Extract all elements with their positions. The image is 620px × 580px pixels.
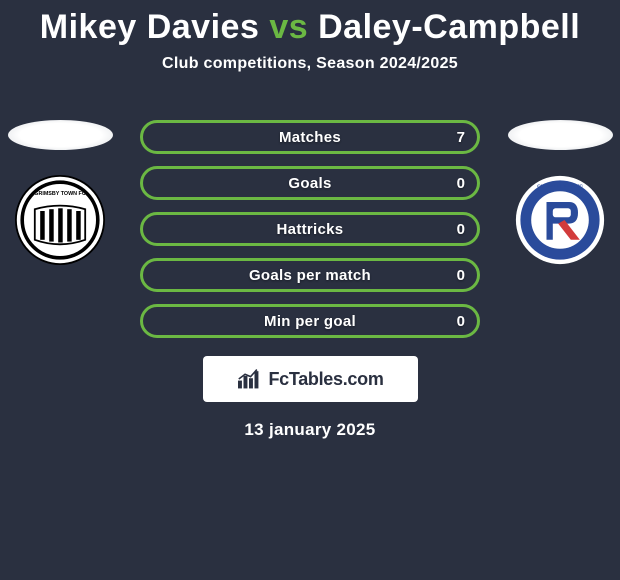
player1-name: Mikey Davies [40, 8, 260, 46]
svg-text:CHESTERFIELD FC: CHESTERFIELD FC [537, 184, 583, 190]
stat-row-matches: Matches 7 [140, 120, 480, 154]
stat-row-goals: Goals 0 [140, 166, 480, 200]
stat-row-min-per-goal: Min per goal 0 [140, 304, 480, 338]
stat-right-value: 0 [457, 221, 465, 238]
stat-right-value: 0 [457, 267, 465, 284]
stats-container: Matches 7 Goals 0 Hattricks 0 Goals per … [140, 120, 480, 440]
stat-label: Hattricks [277, 221, 344, 238]
player2-name: Daley-Campbell [318, 8, 580, 46]
stat-right-value: 0 [457, 313, 465, 330]
player2-column: CHESTERFIELD FC [505, 120, 615, 265]
stat-label: Goals per match [249, 267, 371, 284]
vs-label: vs [269, 8, 308, 46]
stat-label: Min per goal [264, 313, 356, 330]
comparison-title: Mikey Davies vs Daley-Campbell [0, 0, 620, 47]
branding-text: FcTables.com [268, 369, 383, 390]
stat-row-hattricks: Hattricks 0 [140, 212, 480, 246]
player2-silhouette [508, 120, 613, 150]
stat-right-value: 0 [457, 175, 465, 192]
bar-chart-icon [236, 368, 262, 390]
player1-club-badge: GRIMSBY TOWN FC [15, 175, 105, 265]
player2-club-badge: CHESTERFIELD FC [515, 175, 605, 265]
stat-label: Goals [288, 175, 331, 192]
comparison-subtitle: Club competitions, Season 2024/2025 [0, 55, 620, 73]
comparison-date: 13 january 2025 [140, 420, 480, 440]
player1-column: GRIMSBY TOWN FC [5, 120, 115, 265]
stat-right-value: 7 [457, 129, 465, 146]
branding-box: FcTables.com [203, 356, 418, 402]
svg-text:GRIMSBY TOWN FC: GRIMSBY TOWN FC [34, 191, 86, 197]
stat-label: Matches [279, 129, 341, 146]
player1-silhouette [8, 120, 113, 150]
stat-row-goals-per-match: Goals per match 0 [140, 258, 480, 292]
